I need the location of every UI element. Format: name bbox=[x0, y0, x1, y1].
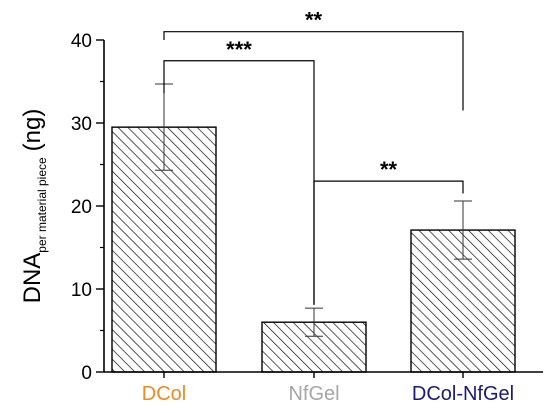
y-tick-label: 40 bbox=[71, 31, 92, 52]
significance-bracket-line bbox=[163, 31, 464, 111]
error-bar-nfgel bbox=[305, 307, 323, 337]
y-axis-label: DNAper material piece (ng) bbox=[19, 109, 49, 304]
y-tick-label: 30 bbox=[71, 114, 92, 135]
error-bars-layer bbox=[155, 83, 472, 337]
x-category-label: NfGel bbox=[288, 383, 339, 405]
significance-bracket: ** bbox=[313, 157, 464, 305]
significance-label: ** bbox=[380, 157, 398, 182]
y-axis-label-main: DNA bbox=[19, 253, 46, 304]
y-tick-label: 0 bbox=[81, 363, 92, 384]
significance-label: *** bbox=[226, 37, 252, 62]
significance-bracket-line bbox=[313, 180, 464, 305]
significance-bracket: ** bbox=[163, 8, 464, 111]
x-category-label: DCol bbox=[142, 383, 186, 405]
error-bar-dcol-nfgel bbox=[454, 200, 472, 260]
significance-label: ** bbox=[305, 8, 323, 33]
y-axis-label-subscript: per material piece bbox=[35, 157, 49, 253]
labels-layer: 0 10 20 30 40 DCol NfGel DCol-NfGel DNAper mater… bbox=[19, 31, 514, 405]
axes-layer bbox=[96, 39, 543, 378]
y-axis-label-unit: (ng) bbox=[19, 109, 46, 152]
significance-layer: ******* bbox=[163, 8, 464, 305]
y-tick-label: 20 bbox=[71, 197, 92, 218]
x-category-label: DCol-NfGel bbox=[412, 383, 514, 405]
y-tick-label: 10 bbox=[71, 280, 92, 301]
